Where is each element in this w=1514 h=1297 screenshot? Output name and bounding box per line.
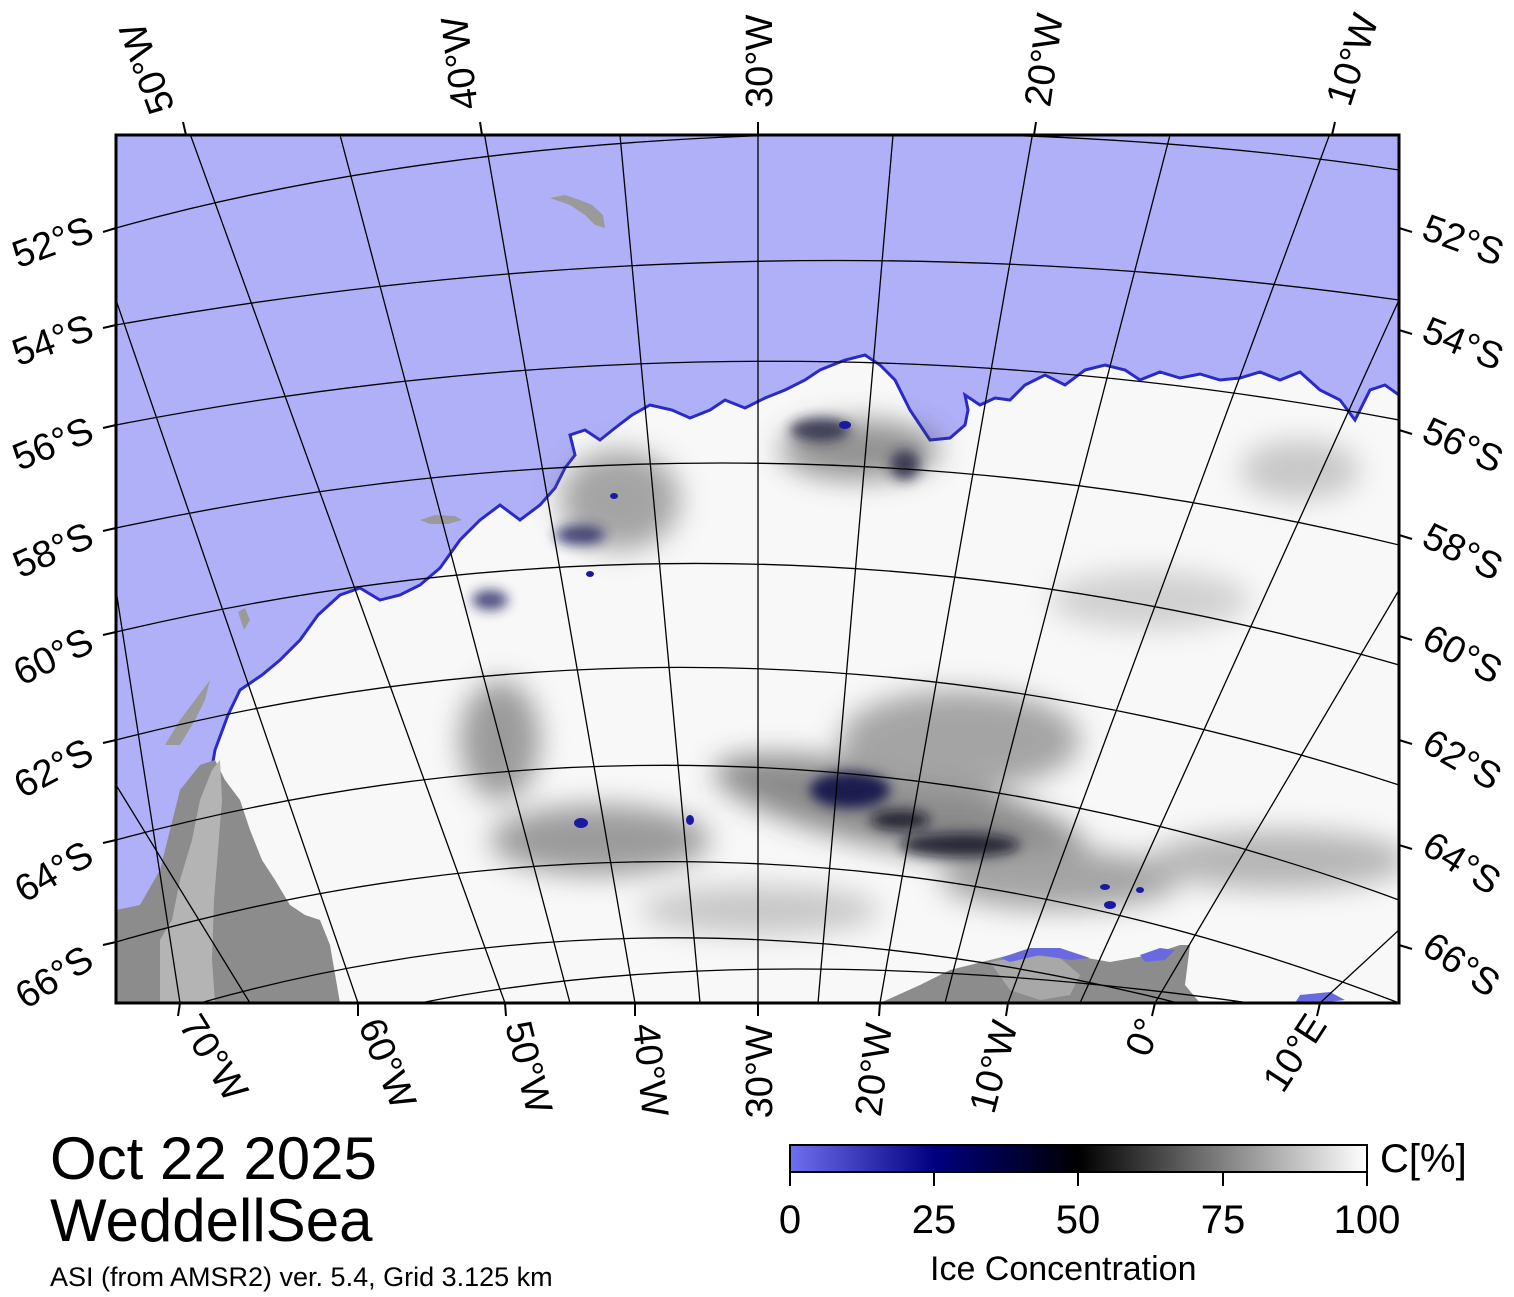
top-lon-label: 30°W xyxy=(739,15,781,108)
top-lon-labels: 50°W 40°W 30°W 20°W 10°W xyxy=(112,9,1387,119)
meridian-75w xyxy=(116,784,251,1003)
bottom-lon-label: 0° xyxy=(1118,1013,1171,1062)
right-lat-label: 52°S xyxy=(1417,207,1509,275)
land-south-georgia xyxy=(550,195,605,228)
frame-ticks xyxy=(102,121,1413,1017)
parallel-56s xyxy=(116,360,1399,426)
right-lat-label: 62°S xyxy=(1416,721,1509,799)
right-lat-labels: 52°S 54°S 56°S 58°S 60°S 62°S 64°S 66°S xyxy=(1415,207,1509,1006)
right-lat-label: 58°S xyxy=(1416,515,1509,589)
colorbar-tick-label: 25 xyxy=(911,1198,957,1242)
ice-shelf-edge-east xyxy=(1140,948,1175,962)
left-lat-labels: 52°S 54°S 56°S 58°S 60°S 62°S 64°S 66°S xyxy=(7,209,101,1018)
data-source-note: ASI (from AMSR2) ver. 5.4, Grid 3.125 km xyxy=(50,1262,553,1292)
parallel-70s xyxy=(419,968,1251,1003)
right-lat-label: 66°S xyxy=(1415,925,1507,1006)
parallel-54s xyxy=(116,259,1399,326)
map-frame-content xyxy=(116,135,1399,1003)
left-lat-label: 66°S xyxy=(8,938,100,1018)
right-lat-label: 64°S xyxy=(1415,824,1507,904)
graticule xyxy=(116,135,1399,1003)
left-lat-label: 64°S xyxy=(8,833,101,911)
parallel-60s xyxy=(116,562,1399,666)
meridian-10e xyxy=(1319,929,1399,1003)
left-lat-label: 56°S xyxy=(7,409,100,479)
bottom-lon-labels: 70°W 60°W 50°W 40°W 30°W 20°W 10°W 0° 10… xyxy=(170,1007,1335,1119)
left-lat-label: 54°S xyxy=(7,307,99,375)
bottom-lon-label: 60°W xyxy=(350,1013,424,1115)
land-antarctica-shelf xyxy=(990,955,1080,1000)
parallel-58s xyxy=(116,462,1399,546)
meridian-10w xyxy=(1007,135,1331,1003)
meridian-20w xyxy=(879,135,1034,1003)
parallel-68s xyxy=(199,937,1181,1003)
right-lat-label: 60°S xyxy=(1416,617,1509,693)
meridian-60w xyxy=(116,299,359,1003)
bottom-lon-label: 20°W xyxy=(848,1021,901,1119)
colorbar-tick-label: 0 xyxy=(778,1198,802,1242)
colorbar xyxy=(789,1144,1368,1186)
meridian-5w xyxy=(1079,299,1399,1003)
colorbar-ticks xyxy=(789,1172,1368,1186)
meridian-70w xyxy=(116,589,181,1003)
bottom-lon-label: 10°E xyxy=(1255,1007,1335,1099)
meridian-50w-a xyxy=(189,135,506,1003)
bottom-lon-label: 30°W xyxy=(739,1025,781,1118)
bottom-lon-label: 40°W xyxy=(624,1022,676,1119)
land-shetland xyxy=(238,608,250,630)
land-sliver xyxy=(165,680,210,745)
left-lat-label: 58°S xyxy=(7,515,100,587)
bottom-lon-label: 10°W xyxy=(962,1016,1027,1117)
left-lat-label: 60°S xyxy=(7,620,100,694)
parallel-64s xyxy=(116,764,1399,901)
meridian-40w xyxy=(483,135,636,1003)
meridian-15w xyxy=(944,135,1171,1003)
left-lat-label: 52°S xyxy=(7,209,99,277)
top-lon-label: 20°W xyxy=(1017,11,1072,109)
map-region: WeddellSea xyxy=(50,1187,373,1254)
right-lat-label: 54°S xyxy=(1417,309,1510,379)
meridian-0 xyxy=(1154,589,1399,1003)
colorbar-gradient xyxy=(789,1144,1368,1173)
top-lon-label: 40°W xyxy=(434,14,487,112)
colorbar-tick-label: 75 xyxy=(1200,1198,1246,1242)
colorbar-tick-label: 50 xyxy=(1055,1198,1101,1242)
parallel-66s xyxy=(116,860,1399,1003)
colorbar-tick-label: 100 xyxy=(1333,1198,1401,1242)
bottom-lon-label: 50°W xyxy=(496,1017,559,1118)
land-peninsula-ice-shelf xyxy=(160,760,222,1003)
left-lat-label: 62°S xyxy=(7,731,100,807)
meridian-35w xyxy=(619,135,701,1003)
right-lat-label: 56°S xyxy=(1416,410,1509,482)
map-date: Oct 22 2025 xyxy=(50,1125,377,1192)
land-south-orkney xyxy=(420,515,462,524)
ice-shelf-edge xyxy=(1000,948,1090,962)
ice-dark-patches xyxy=(472,418,1020,857)
ice-polynyas xyxy=(574,421,1144,909)
meridian-45w xyxy=(339,135,571,1003)
top-lon-label: 10°W xyxy=(1319,9,1388,111)
parallel-62s xyxy=(116,666,1399,786)
meridian-25w xyxy=(817,135,894,1003)
colorbar-title: Ice Concentration xyxy=(930,1250,1197,1288)
top-lon-label: 50°W xyxy=(112,17,183,119)
polynya-east xyxy=(1295,992,1345,1003)
colorbar-unit: C[%] xyxy=(1380,1137,1467,1181)
bottom-lon-label: 70°W xyxy=(170,1008,255,1110)
